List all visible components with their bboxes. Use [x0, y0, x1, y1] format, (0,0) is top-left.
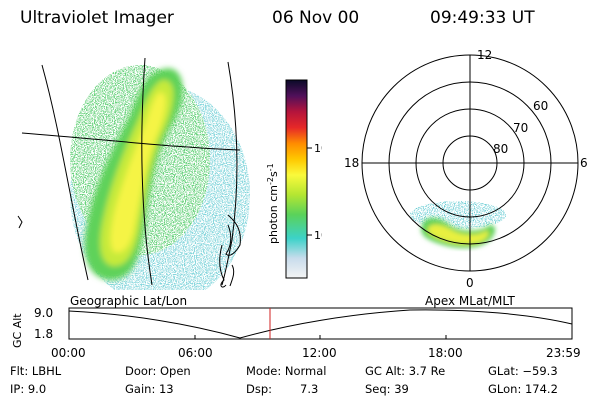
gain-info: Gain: 13 [125, 382, 174, 396]
altitude-curve [68, 309, 573, 339]
colorbar-unit-label: photon cm-2s-1 [266, 163, 280, 244]
filter-info: Flt: LBHL [10, 364, 62, 378]
timeline-y-max: 9.0 [34, 306, 53, 320]
seq-info: Seq: 39 [365, 382, 409, 396]
colorbar-gradient [285, 79, 308, 279]
geo-grid-lines [21, 57, 241, 288]
door-info: Door: Open [125, 364, 191, 378]
timeline-y-label: GC Alt [11, 313, 24, 348]
aurora-band [84, 68, 183, 280]
colorbar: 100 10 photon cm-2s-1 [266, 79, 322, 279]
instrument-title: Ultraviolet Imager [20, 8, 174, 28]
mlt-label-18: 18 [344, 156, 359, 170]
mlt-label-0: 0 [466, 276, 474, 290]
time-tick-2359: 23:59 [546, 346, 581, 360]
geographic-image-panel [17, 57, 250, 290]
mlat-label-70: 70 [513, 121, 528, 135]
colorbar-label-10: 10 [314, 229, 322, 242]
dsp-value: 7.3 [300, 382, 319, 396]
mlt-label-6: 6 [580, 156, 588, 170]
glon-info: GLon: 174.2 [488, 382, 558, 396]
time-label: 09:49:33 UT [430, 8, 535, 28]
time-tick-0600: 06:00 [178, 346, 213, 360]
polar-grid [361, 54, 579, 272]
glat-info: GLat: −59.3 [488, 364, 558, 378]
timeline-y-min: 1.8 [34, 327, 53, 341]
time-tick-1800: 18:00 [428, 346, 463, 360]
mlat-label-80: 80 [493, 142, 508, 156]
colorbar-label-100: 100 [314, 142, 322, 155]
time-tick-1200: 12:00 [302, 346, 337, 360]
mlat-label-60: 60 [533, 99, 548, 113]
timeline-ticks [194, 335, 447, 339]
time-tick-0000: 00:00 [51, 346, 86, 360]
dsp-label: Dsp: [246, 382, 273, 396]
date-label: 06 Nov 00 [272, 8, 360, 28]
mode-info: Mode: Normal [246, 364, 327, 378]
mlt-label-12: 12 [477, 48, 492, 62]
coast-fragment [17, 215, 23, 229]
geographic-label: Geographic Lat/Lon [70, 294, 188, 308]
gc-alt-info: GC Alt: 3.7 Re [365, 364, 446, 378]
ip-info: IP: 9.0 [10, 382, 47, 396]
altitude-timeline: GC Alt 9.0 1.8 00:00 06:00 12:00 18:00 2… [11, 306, 581, 360]
polar-plot: 12 0 18 6 60 70 80 [344, 48, 588, 290]
apex-label: Apex MLat/MLT [425, 294, 515, 308]
